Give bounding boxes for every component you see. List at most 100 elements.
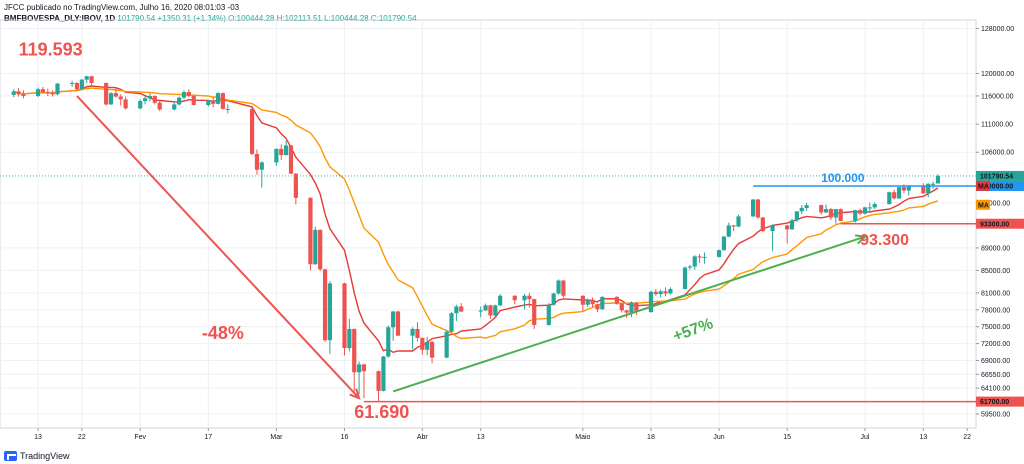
candle-body: [483, 305, 488, 311]
candle-body: [391, 311, 396, 328]
candle-body: [493, 305, 498, 316]
x-tick-label: Maio: [575, 434, 590, 441]
candle-body: [342, 283, 347, 349]
candle-body: [600, 296, 605, 310]
downtrend-arrow: [76, 95, 360, 399]
candle-body: [935, 175, 941, 184]
candle-body: [736, 216, 741, 227]
candle-body: [619, 303, 624, 311]
candle-body: [376, 371, 381, 391]
candle-body: [551, 293, 556, 305]
candle-body: [415, 328, 420, 338]
candle-body: [561, 280, 566, 296]
candle-body: [858, 210, 863, 214]
candle-body: [142, 98, 148, 102]
candle-body: [172, 104, 177, 110]
candle-body: [653, 291, 658, 295]
candle-body: [89, 76, 94, 84]
candle-body: [751, 199, 756, 217]
candle-body: [648, 291, 654, 313]
candle-body: [123, 99, 128, 109]
y-tick-label: 81000.00: [981, 290, 1010, 297]
y-tick-label: 78000.00: [981, 307, 1010, 314]
candle-body: [926, 183, 931, 194]
candle-body: [186, 92, 191, 96]
candle-body: [585, 299, 590, 305]
candle-body: [254, 153, 260, 170]
y-tick-label: 85000.00: [981, 268, 1010, 275]
candle-body: [104, 83, 109, 105]
candle-body: [55, 83, 60, 95]
candle-body: [313, 229, 318, 265]
candle-body: [118, 96, 123, 100]
downtrend-arrow-head: [349, 388, 361, 400]
y-tick-label: 116000.00: [981, 93, 1014, 100]
candle-body: [108, 93, 114, 105]
annotation-support: 93.300: [860, 232, 909, 249]
moving-average-line: [13, 85, 939, 354]
candle-body: [318, 229, 323, 270]
candle-body: [692, 256, 697, 267]
candle-body: [595, 304, 600, 310]
candle-body: [70, 83, 75, 85]
candle-body: [624, 310, 629, 313]
candle-body: [930, 183, 936, 185]
x-tick-label: 13: [919, 434, 927, 441]
candle-body: [498, 295, 503, 306]
candle-body: [279, 148, 284, 156]
candle-body: [361, 364, 367, 372]
candle-body: [138, 101, 143, 109]
uptrend-arrow-head: [854, 234, 868, 245]
ohlc-values: O:100444.28 H:102113.51 L:100444.28 C:10…: [228, 14, 417, 23]
candle-body: [853, 210, 858, 221]
candle-body: [892, 192, 897, 199]
last-price-tag: 101790.54: [980, 174, 1013, 181]
x-tick-label: 13: [477, 434, 485, 441]
candle-body: [113, 93, 118, 97]
candle-body: [177, 97, 182, 105]
candle-body: [181, 92, 187, 98]
candle-body: [225, 108, 230, 110]
candle-body: [556, 280, 561, 294]
y-tick-label: 97000.00: [981, 200, 1010, 207]
annotation-drop-pct: -48%: [202, 323, 244, 343]
annotation-high: 119.593: [19, 39, 83, 59]
level-price-tag-bg: [976, 396, 1024, 407]
y-tick-label: 120000.00: [981, 71, 1014, 78]
ma-badge: MA: [978, 183, 989, 190]
candle-body: [522, 295, 527, 301]
tradingview-logo-icon: [4, 451, 17, 461]
candle-body: [429, 341, 435, 358]
candle-body: [527, 295, 532, 300]
candle-body: [921, 186, 926, 194]
y-tick-label: 75000.00: [981, 324, 1010, 331]
candle-body: [50, 93, 55, 95]
candle-body: [819, 205, 824, 213]
candle-body: [454, 306, 459, 314]
x-tick-label: Jul: [861, 434, 870, 441]
chart-header: JFCC publicado no TradingView.com, Julho…: [4, 2, 417, 24]
annotation-gain-pct: +57%: [671, 315, 716, 345]
y-tick-label: 72000.00: [981, 341, 1010, 348]
candle-body: [663, 291, 668, 294]
candle-body: [532, 299, 537, 326]
publish-info: JFCC publicado no TradingView.com, Julho…: [4, 3, 240, 12]
candle-body: [833, 209, 838, 218]
candle-body: [259, 162, 264, 170]
candle-body: [901, 187, 906, 191]
candle-body: [79, 79, 84, 90]
candle-body: [293, 173, 298, 198]
candle-body: [352, 328, 357, 373]
candle-body: [896, 187, 902, 199]
x-tick-label: 17: [204, 434, 212, 441]
footer-brand: TradingView: [4, 451, 70, 461]
candle-body: [546, 304, 551, 326]
candle-body: [21, 94, 26, 96]
candle-body: [16, 91, 21, 95]
candle-body: [322, 269, 328, 341]
candle-body: [716, 250, 722, 257]
candle-body: [308, 197, 313, 265]
candle-body: [459, 306, 464, 312]
brand-name: TradingView: [20, 451, 70, 461]
